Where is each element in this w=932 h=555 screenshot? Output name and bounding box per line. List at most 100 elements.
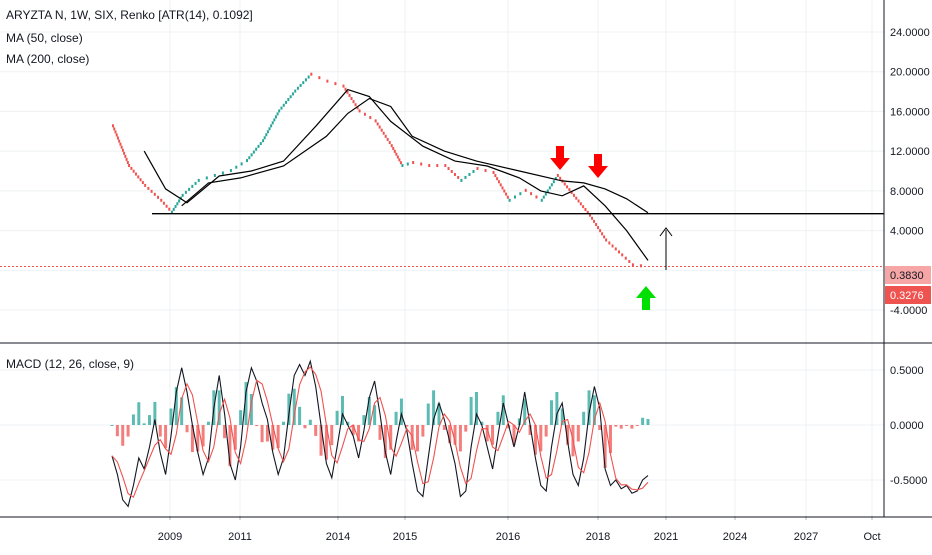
price-badge-label: 0.3276 (890, 290, 924, 302)
macd-histogram-bar (383, 425, 387, 458)
macd-histogram-bar (164, 425, 168, 449)
renko-brick (605, 238, 608, 242)
macd-histogram-bar (314, 425, 318, 436)
macd-histogram-bar (319, 425, 323, 456)
x-tick-label: 2024 (723, 531, 747, 543)
renko-brick (344, 87, 347, 91)
renko-brick (505, 192, 508, 196)
renko-brick (542, 195, 545, 199)
renko-brick (460, 178, 463, 182)
renko-brick (572, 193, 575, 197)
renko-brick (570, 190, 573, 194)
renko-brick (614, 247, 617, 251)
renko-brick (126, 160, 129, 164)
macd-histogram-bar (378, 425, 382, 440)
macd-histogram-bar (180, 397, 184, 425)
axes: 24.0000 20.0000 16.0000 12.0000 8.0000 4.0000… (0, 0, 932, 543)
down-arrow-icon (550, 146, 570, 170)
renko-brick (591, 216, 594, 220)
renko-brick (546, 189, 549, 193)
macd-histogram-bar (619, 425, 623, 429)
renko-brick (393, 149, 396, 153)
renko-brick (597, 226, 600, 230)
renko-brick (257, 144, 260, 148)
macd-histogram-bar (201, 425, 205, 447)
renko-brick (255, 147, 258, 151)
renko-brick (162, 201, 165, 205)
renko-brick (390, 144, 393, 148)
renko-brick (125, 157, 128, 161)
renko-brick (268, 127, 271, 131)
macd-histogram-bar (641, 417, 645, 425)
renko-brick (376, 122, 379, 126)
renko-brick (621, 253, 624, 257)
macd-histogram-bar (464, 425, 468, 432)
macd-histogram-bar (491, 425, 495, 445)
macd-histogram-bar (373, 405, 377, 425)
renko-brick (121, 148, 124, 152)
renko-brick (299, 83, 302, 87)
renko-brick (369, 116, 372, 120)
renko-brick (398, 158, 401, 162)
renko-brick (552, 180, 555, 184)
macd-histogram-bar (346, 421, 350, 425)
macd-histogram-bar (206, 421, 210, 425)
macd-y-tick-label: 0.5000 (890, 365, 924, 377)
renko-brick (144, 183, 147, 187)
renko-brick (608, 241, 611, 245)
macd-histogram-bar (389, 425, 393, 450)
macd-histogram-bar (158, 425, 162, 437)
renko-brick (631, 263, 634, 267)
x-tick-label: 2016 (496, 531, 520, 543)
renko-brick (248, 156, 251, 160)
renko-brick (530, 192, 533, 196)
macd-histogram-bar (501, 395, 505, 425)
y-tick-label: 24.0000 (890, 27, 930, 39)
renko-brick (395, 152, 398, 156)
renko-brick (274, 115, 277, 119)
renko-brick (157, 195, 160, 199)
renko-brick (436, 164, 439, 168)
macd-histogram-bar (340, 395, 344, 425)
renko-brick (354, 103, 357, 107)
macd-histogram-bar (233, 425, 237, 450)
legend-macd[interactable]: MACD (12, 26, close, 9) (6, 357, 135, 371)
macd-histogram-bar (239, 410, 243, 425)
legend-ma200[interactable]: MA (200, close) (6, 52, 90, 66)
x-tick-label: 2018 (586, 531, 610, 543)
renko-brick (118, 139, 121, 143)
renko-brick (120, 145, 123, 149)
macd-histogram-bar (421, 425, 425, 437)
macd-histogram-bar (121, 425, 125, 446)
macd-histogram-bar (539, 425, 543, 452)
renko-brick (113, 127, 116, 131)
x-tick-label: 2015 (393, 531, 417, 543)
macd-histogram-bar (432, 390, 436, 425)
target-arrow-head-icon (659, 227, 673, 237)
renko-brick (628, 260, 631, 264)
renko-brick (276, 112, 279, 116)
renko-brick (134, 172, 137, 176)
renko-brick (221, 171, 224, 175)
macd-histogram-bar (416, 425, 420, 452)
renko-brick (250, 153, 253, 157)
macd-histogram-bar (426, 403, 430, 425)
renko-brick (181, 193, 184, 197)
renko-brick (599, 229, 602, 233)
legend-ma50[interactable]: MA (50, close) (6, 31, 83, 45)
renko-brick (132, 169, 135, 173)
renko-brick (115, 133, 118, 137)
renko-brick (624, 256, 627, 260)
ma50-line (143, 88, 649, 261)
renko-brick (380, 128, 383, 132)
renko-brick (266, 130, 269, 134)
legend-symbol[interactable]: ARYZTA N, 1W, SIX, Renko [ATR(14), 0.109… (6, 8, 253, 22)
renko-brick (556, 173, 559, 177)
renko-brick (141, 181, 144, 185)
renko-brick (457, 175, 460, 179)
renko-brick (579, 202, 582, 206)
renko-brick (273, 118, 276, 122)
renko-brick (137, 175, 140, 179)
renko-brick (563, 182, 566, 186)
